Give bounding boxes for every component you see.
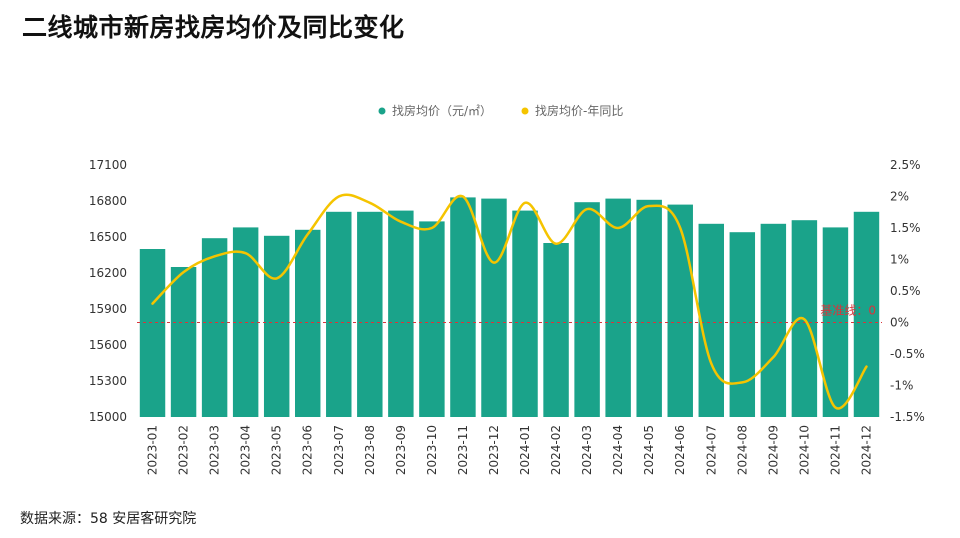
y-left-tick-label: 16500 [89, 230, 127, 244]
legend: 找房均价（元/㎡） 找房均价-年同比 [378, 103, 623, 118]
x-tick-label: 2024-10 [797, 425, 811, 475]
x-tick-label: 2023-05 [270, 425, 284, 475]
x-tick-label: 2024-06 [673, 425, 687, 475]
bar [698, 223, 724, 417]
x-tick-label: 2023-12 [487, 425, 501, 475]
y-left-tick-label: 15300 [89, 374, 127, 388]
x-tick-label: 2023-01 [146, 425, 160, 475]
line-series [151, 193, 868, 410]
y-right-tick-label: 2.5% [890, 158, 921, 172]
x-tick-label: 2024-03 [580, 425, 594, 475]
y-right-tick-label: -1.5% [890, 410, 925, 424]
x-tick-label: 2023-07 [332, 425, 346, 475]
x-tick-label: 2024-01 [518, 425, 532, 475]
y-left-tick-label: 15000 [89, 410, 127, 424]
bar [139, 249, 166, 417]
yoy-line [151, 193, 868, 410]
y-left-tick-label: 15600 [89, 338, 127, 352]
bar [170, 267, 197, 417]
x-tick-label: 2023-11 [456, 425, 470, 475]
x-tick-label: 2024-04 [611, 425, 625, 475]
bar [543, 243, 569, 417]
bar [263, 235, 290, 417]
y-left-tick-label: 16200 [89, 266, 127, 280]
bar [729, 232, 756, 417]
bar [326, 211, 352, 417]
source-note: 数据来源：58 安居客研究院 [20, 511, 197, 527]
x-tick-label: 2023-08 [363, 425, 377, 475]
y-axis-left: 15000 15300 15600 15900 16200 16500 16800 17100 [89, 158, 127, 424]
y-right-tick-label: 0% [890, 316, 909, 330]
x-tick-label: 2024-12 [859, 425, 873, 475]
x-tick-label: 2024-11 [828, 425, 842, 475]
x-tick-label: 2023-09 [394, 425, 408, 475]
bar [388, 210, 414, 417]
x-tick-label: 2024-08 [735, 425, 749, 475]
x-tick-label: 2023-02 [177, 425, 191, 475]
x-tick-label: 2023-06 [301, 425, 315, 475]
page-title: 二线城市新房找房均价及同比变化 [22, 13, 405, 42]
y-right-tick-label: -1% [890, 379, 913, 393]
bar [419, 221, 445, 417]
x-axis: 2023-01 2023-02 2023-03 2023-04 2023-05 2023-… [146, 425, 874, 475]
reference-line-label: 基准线：0 [820, 304, 876, 318]
bar [605, 198, 631, 417]
bar [667, 204, 693, 417]
bar [512, 210, 538, 417]
x-tick-label: 2024-07 [704, 425, 718, 475]
bar [760, 223, 787, 417]
y-right-tick-label: 1.5% [890, 221, 921, 235]
bar-series [139, 197, 880, 417]
y-left-tick-label: 15900 [89, 302, 127, 316]
legend-label: 找房均价-年同比 [535, 103, 623, 118]
legend-marker [521, 107, 529, 115]
y-right-tick-label: 2% [890, 190, 909, 204]
legend-marker [378, 107, 386, 115]
reference-line-group: 基准线：0 [137, 304, 882, 323]
bar [481, 198, 507, 417]
x-tick-label: 2023-04 [239, 425, 253, 475]
y-axis-right: -1.5% -1% -0.5% 0% 0.5% 1% 1.5% 2% 2.5% [890, 158, 925, 424]
y-left-tick-label: 17100 [89, 158, 127, 172]
x-tick-label: 2024-09 [766, 425, 780, 475]
legend-label: 找房均价（元/㎡） [392, 103, 492, 118]
bar [357, 211, 383, 417]
bar [295, 229, 321, 417]
y-right-tick-label: 0.5% [890, 284, 921, 298]
y-right-tick-label: 1% [890, 253, 909, 267]
bar [636, 199, 662, 417]
y-left-tick-label: 16800 [89, 194, 127, 208]
x-tick-label: 2024-02 [549, 425, 563, 475]
x-tick-label: 2023-10 [425, 425, 439, 475]
bar [574, 202, 600, 417]
y-right-tick-label: -0.5% [890, 347, 925, 361]
bar [450, 197, 476, 417]
bar [201, 238, 228, 417]
x-tick-label: 2023-03 [208, 425, 222, 475]
x-tick-label: 2024-05 [642, 425, 656, 475]
